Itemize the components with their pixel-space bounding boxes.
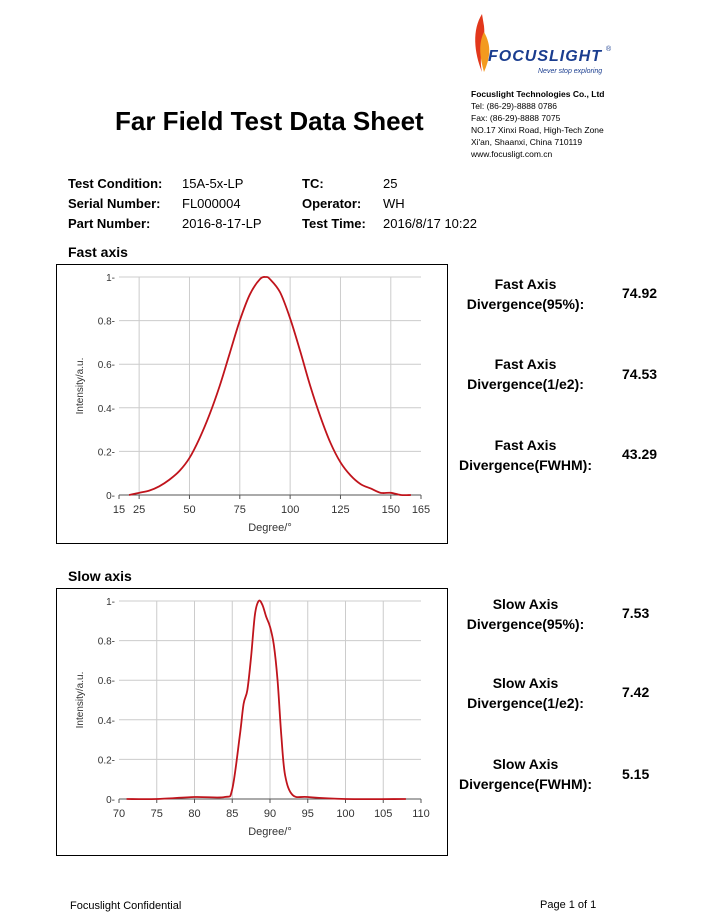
logo-wordmark: FOCUSLIGHT xyxy=(488,48,602,65)
slow-axis-chart: 70 75 80 85 90 95 100 105 110 0- 0.2- 0.4- 0.6- 0.8- 1… xyxy=(56,588,448,856)
y-tick-label: 0.8- xyxy=(98,317,115,328)
y-tick-label: 0- xyxy=(106,491,115,502)
fast-metric-1e2-line1: Fast Axis xyxy=(494,356,557,372)
x-tick-label: 100 xyxy=(281,504,299,516)
serial-number-value: FL000004 xyxy=(182,196,241,211)
page-title: Far Field Test Data Sheet xyxy=(115,106,424,136)
y-tick-label: 0.8- xyxy=(98,637,115,648)
y-tick-label: 1- xyxy=(106,597,115,608)
slow-axis-plot: 70 75 80 85 90 95 100 105 110 0- 0.2- 0.4- 0.6- 0.8- 1… xyxy=(75,597,430,838)
slow-metric-fwhm: Slow Axis Divergence(FWHM): xyxy=(438,754,613,794)
operator-value: WH xyxy=(383,196,405,211)
fast-axis-chart: 15 25 50 75 100 125 150 165 0- 0.2- 0.4- 0.6- 0.8- 1-… xyxy=(56,264,448,544)
company-address-line1: NO.17 Xinxi Road, High-Tech Zone xyxy=(471,125,604,135)
y-tick-label: 1- xyxy=(106,273,115,284)
company-tel: Tel: (86-29)-8888 0786 xyxy=(471,101,558,111)
x-tick-label: 165 xyxy=(412,504,430,516)
x-tick-label: 85 xyxy=(226,808,238,820)
operator-row: Operator: xyxy=(302,196,361,211)
test-condition-value: 15A-5x-LP xyxy=(182,176,244,191)
footer-confidential: Focuslight Confidential xyxy=(70,900,182,912)
x-tick-label: 70 xyxy=(113,808,125,820)
slow-metric-95-line1: Slow Axis xyxy=(492,596,559,612)
operator-label: Operator: xyxy=(302,196,362,211)
test-time-value: 2016/8/17 10:22 xyxy=(383,216,477,231)
x-tick-label: 95 xyxy=(302,808,314,820)
logo-tagline: Never stop exploring xyxy=(538,68,603,75)
fast-axis-plot: 15 25 50 75 100 125 150 165 0- 0.2- 0.4- 0.6- 0.8- 1-… xyxy=(75,273,430,534)
company-address-line2: Xi'an, Shaanxi, China 710119 xyxy=(471,137,583,147)
fast-axis-title: Fast axis xyxy=(68,244,128,260)
serial-number-label: Serial Number: xyxy=(68,196,161,211)
slow-metric-fwhm-value: 5.15 xyxy=(622,766,650,782)
x-axis-label: Degree/° xyxy=(248,826,292,838)
x-tick-label: 105 xyxy=(374,808,392,820)
y-axis-label: Intensity/a.u. xyxy=(75,672,86,729)
fast-metric-95-line2: Divergence(95%): xyxy=(466,296,585,312)
y-tick-label: 0.6- xyxy=(98,676,115,687)
x-tick-label: 75 xyxy=(151,808,163,820)
x-tick-label: 50 xyxy=(183,504,195,516)
x-tick-label: 100 xyxy=(336,808,354,820)
x-tick-label: 125 xyxy=(331,504,349,516)
slow-metric-1e2: Slow Axis Divergence(1/e2): xyxy=(438,673,613,713)
tc-label: TC: xyxy=(302,176,324,191)
y-tick-label: 0.2- xyxy=(98,447,115,458)
y-tick-label: 0.2- xyxy=(98,755,115,766)
x-tick-label: 90 xyxy=(264,808,276,820)
slow-metric-fwhm-line1: Slow Axis xyxy=(492,756,559,772)
slow-metric-95-value: 7.53 xyxy=(622,605,650,621)
part-number-label: Part Number: xyxy=(68,216,151,231)
tc-row: TC: xyxy=(302,176,324,191)
slow-metric-95: Slow Axis Divergence(95%): xyxy=(438,594,613,634)
company-website: www.focusligt.com.cn xyxy=(471,149,553,159)
series-line xyxy=(126,599,406,801)
y-axis-label: Intensity/a.u. xyxy=(75,358,86,415)
slow-metric-fwhm-line2: Divergence(FWHM): xyxy=(458,776,592,792)
y-tick-label: 0.4- xyxy=(98,716,115,727)
y-tick-label: 0.4- xyxy=(98,404,115,415)
fast-metric-fwhm: Fast Axis Divergence(FWHM): xyxy=(438,435,613,475)
test-condition-row: Test Condition: xyxy=(68,176,162,191)
fast-metric-95-line1: Fast Axis xyxy=(494,276,557,292)
fast-metric-fwhm-line2: Divergence(FWHM): xyxy=(458,457,592,473)
footer-page-number: Page 1 of 1 xyxy=(540,899,597,911)
fast-metric-fwhm-line1: Fast Axis xyxy=(494,437,557,453)
x-tick-label: 75 xyxy=(234,504,246,516)
x-tick-label: 110 xyxy=(412,808,430,820)
company-name: Focuslight Technologies Co., Ltd xyxy=(471,89,605,99)
x-tick-label: 150 xyxy=(382,504,400,516)
tc-value: 25 xyxy=(383,176,398,191)
fast-metric-fwhm-value: 43.29 xyxy=(622,446,658,462)
test-time-row: Test Time: xyxy=(302,216,366,231)
slow-axis-title: Slow axis xyxy=(68,568,132,584)
company-contact-block: Focuslight Technologies Co., Ltd Tel: (8… xyxy=(471,88,604,160)
test-time-label: Test Time: xyxy=(302,216,366,231)
slow-metric-1e2-value: 7.42 xyxy=(622,684,650,700)
slow-metric-1e2-line1: Slow Axis xyxy=(492,675,559,691)
fast-metric-1e2-value: 74.53 xyxy=(622,366,658,382)
test-condition-label: Test Condition: xyxy=(68,176,163,191)
x-tick-label: 80 xyxy=(188,808,200,820)
part-number-value: 2016-8-17-LP xyxy=(182,216,262,231)
registered-mark: ® xyxy=(606,46,612,53)
x-tick-label: 15 xyxy=(113,504,125,516)
fast-metric-1e2-line2: Divergence(1/e2): xyxy=(467,376,584,392)
y-tick-label: 0.6- xyxy=(98,360,115,371)
fast-metric-1e2: Fast Axis Divergence(1/e2): xyxy=(438,354,613,394)
y-tick-label: 0- xyxy=(106,795,115,806)
fast-metric-95-value: 74.92 xyxy=(622,285,658,301)
fast-metric-95: Fast Axis Divergence(95%): xyxy=(438,274,613,314)
serial-number-row: Serial Number: xyxy=(68,196,160,211)
slow-metric-95-line2: Divergence(95%): xyxy=(466,616,585,632)
company-fax: Fax: (86-29)-8888 7075 xyxy=(471,113,561,123)
slow-metric-1e2-line2: Divergence(1/e2): xyxy=(467,695,584,711)
part-number-row: Part Number: xyxy=(68,216,150,231)
flame-icon xyxy=(475,14,490,72)
x-tick-label: 25 xyxy=(133,504,145,516)
series-line xyxy=(128,276,411,497)
x-axis-label: Degree/° xyxy=(248,522,292,534)
company-logo xyxy=(470,12,630,82)
